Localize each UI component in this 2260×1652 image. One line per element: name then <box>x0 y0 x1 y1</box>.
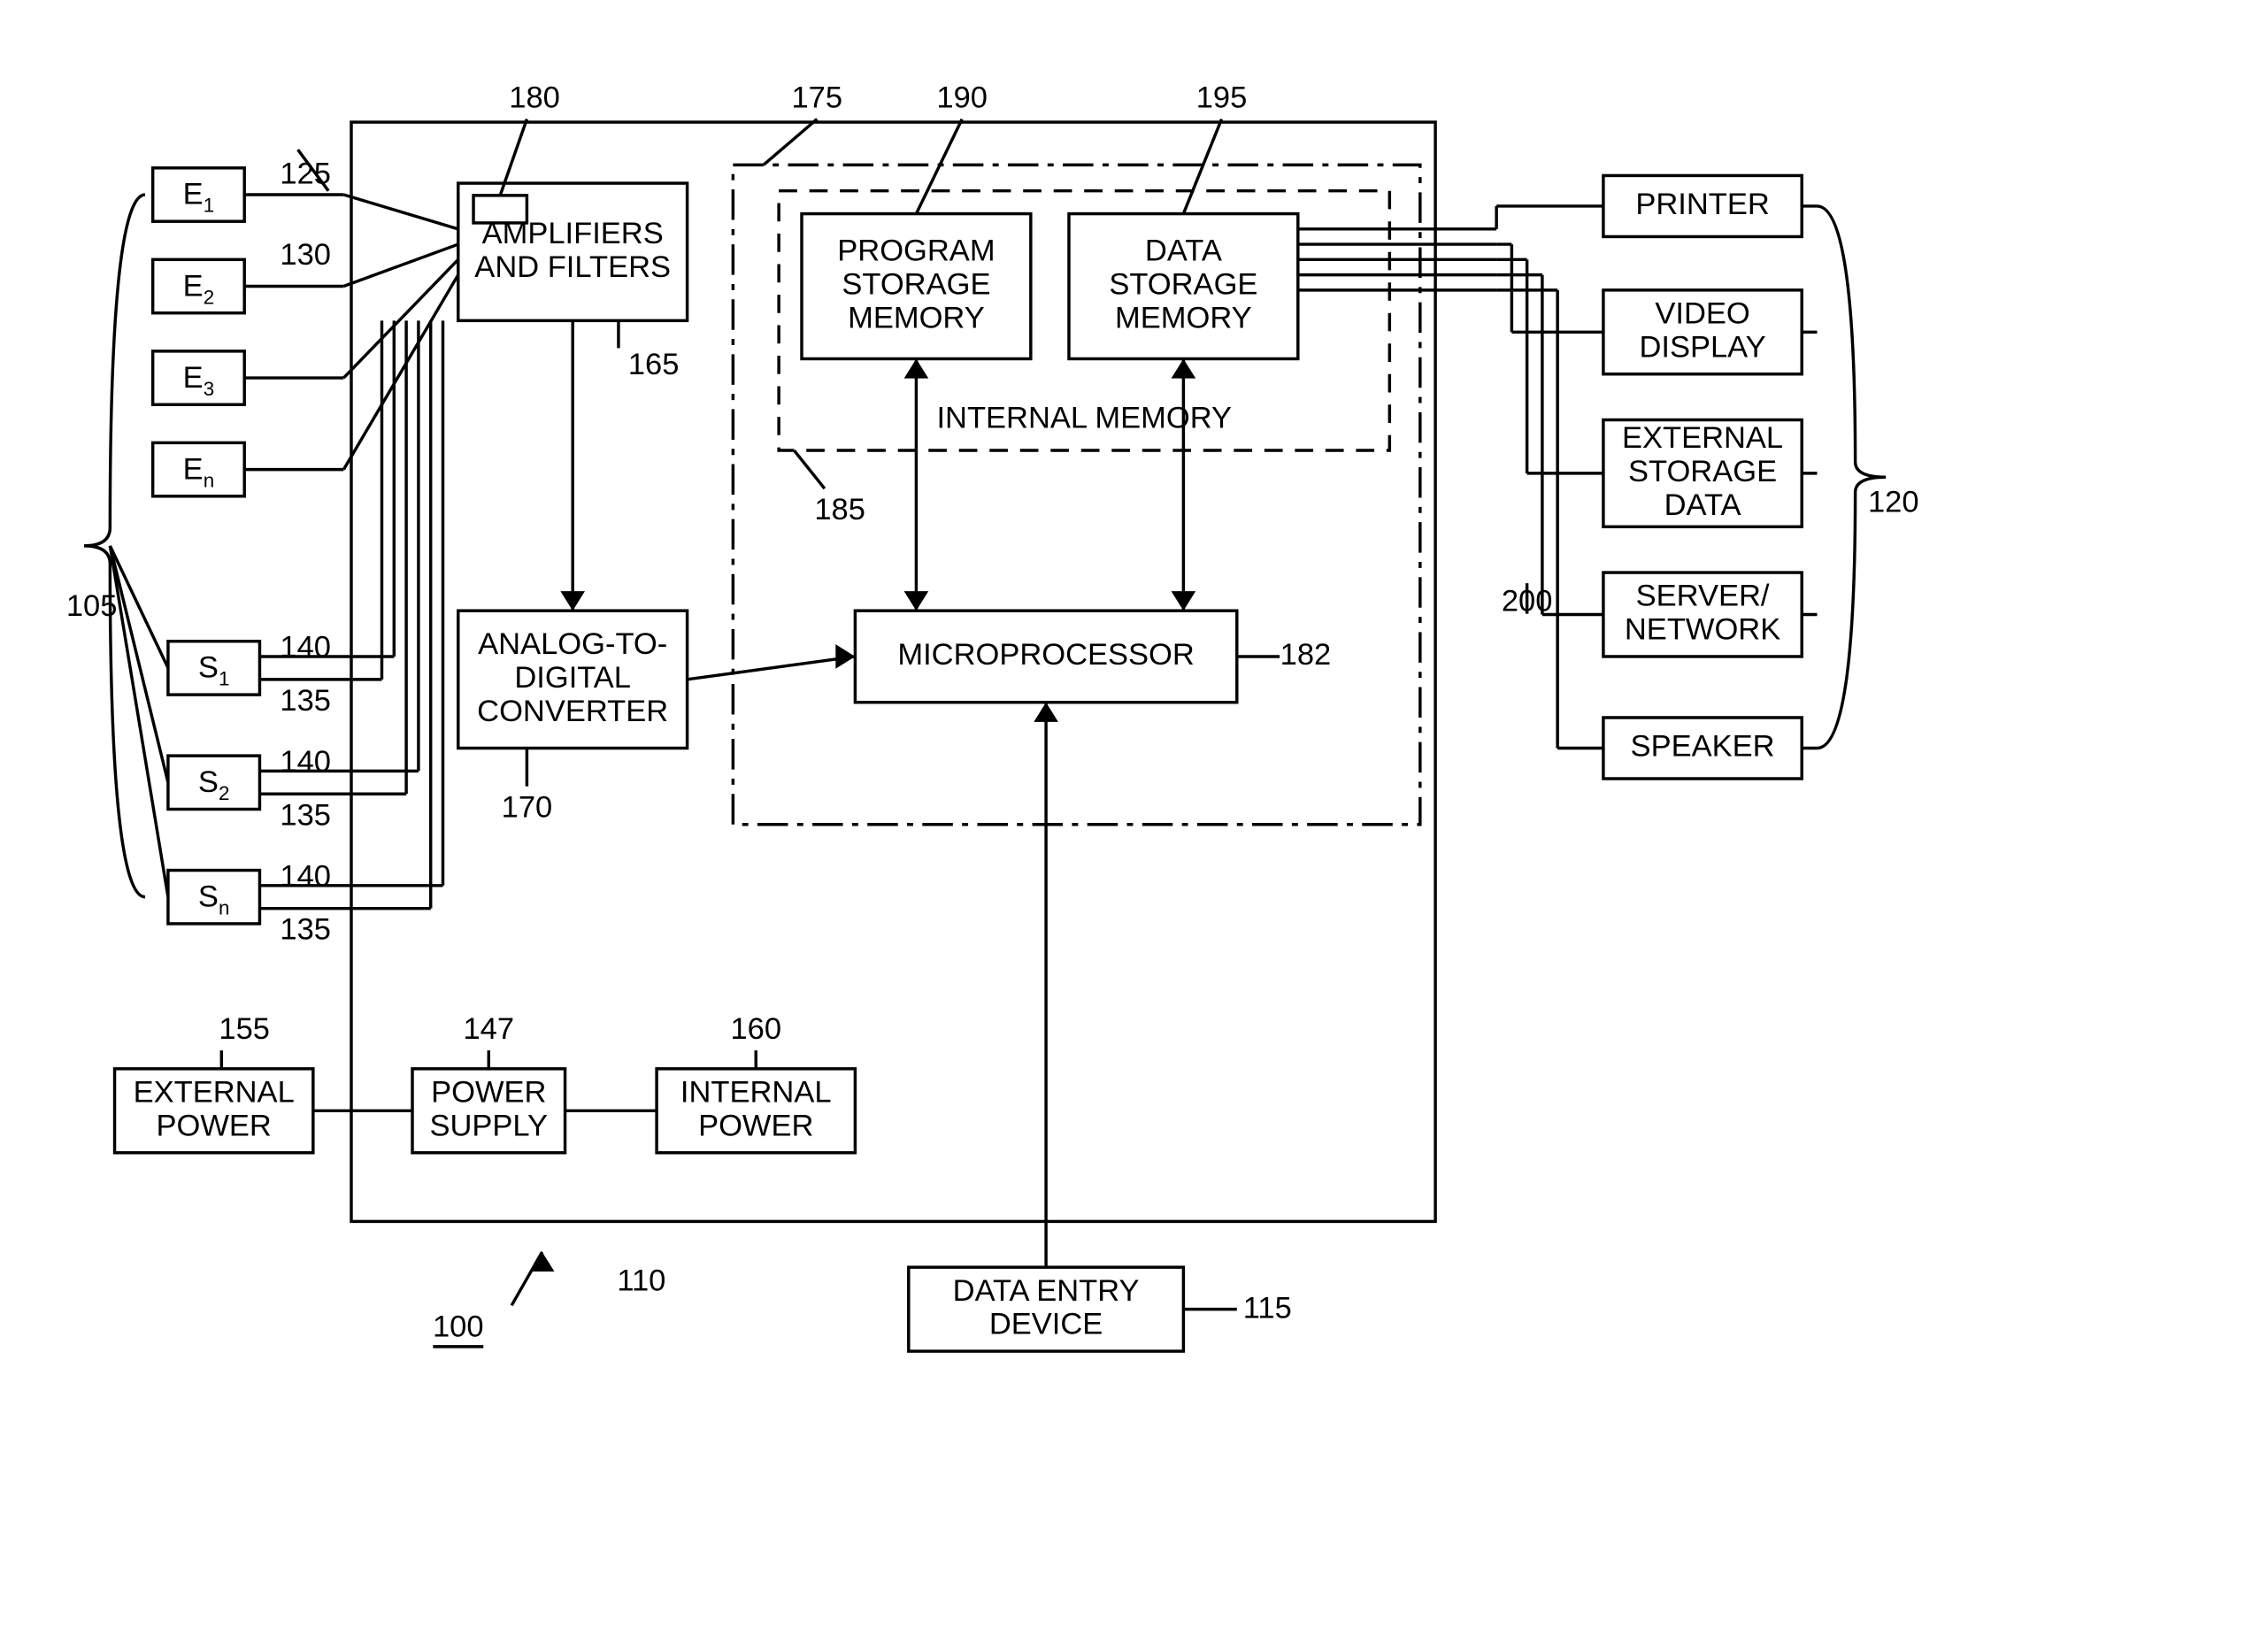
svg-text:STORAGE: STORAGE <box>1628 455 1777 488</box>
ref-165: 165 <box>628 348 680 381</box>
svg-text:POWER: POWER <box>157 1109 272 1142</box>
ref-190: 190 <box>936 81 988 114</box>
ref-140: 140 <box>280 745 331 779</box>
svg-text:PROGRAM: PROGRAM <box>837 234 995 268</box>
ref-120: 120 <box>1868 486 1919 519</box>
ref-140: 140 <box>280 630 331 664</box>
ref-125: 125 <box>280 158 331 191</box>
svg-text:MEMORY: MEMORY <box>848 302 985 335</box>
svg-text:CONVERTER: CONVERTER <box>477 695 668 728</box>
svg-text:SUPPLY: SUPPLY <box>429 1109 548 1142</box>
svg-text:STORAGE: STORAGE <box>1109 268 1257 302</box>
ref-200: 200 <box>1502 585 1553 619</box>
svg-text:DIGITAL: DIGITAL <box>514 661 631 695</box>
svg-text:DEVICE: DEVICE <box>989 1308 1103 1341</box>
svg-text:MICROPROCESSOR: MICROPROCESSOR <box>897 638 1194 672</box>
svg-text:PRINTER: PRINTER <box>1635 188 1769 221</box>
svg-text:SERVER/: SERVER/ <box>1636 580 1770 613</box>
ref-110: 110 <box>617 1264 665 1298</box>
ref-182: 182 <box>1280 638 1332 672</box>
ref-155: 155 <box>219 1012 270 1046</box>
svg-text:DISPLAY: DISPLAY <box>1639 330 1765 364</box>
svg-text:ANALOG-TO-: ANALOG-TO- <box>478 627 667 661</box>
ref-195: 195 <box>1196 81 1248 114</box>
svg-text:INTERNAL MEMORY: INTERNAL MEMORY <box>936 402 1232 435</box>
svg-text:MEMORY: MEMORY <box>1115 302 1252 335</box>
svg-text:INTERNAL: INTERNAL <box>680 1075 832 1109</box>
amp-inset <box>473 196 527 223</box>
svg-text:POWER: POWER <box>431 1075 546 1109</box>
svg-text:DATA ENTRY: DATA ENTRY <box>953 1274 1140 1308</box>
svg-text:EXTERNAL: EXTERNAL <box>134 1075 295 1109</box>
ref-175: 175 <box>791 81 842 114</box>
svg-text:POWER: POWER <box>698 1109 813 1142</box>
ref-170: 170 <box>502 791 553 825</box>
svg-text:EXTERNAL: EXTERNAL <box>1622 421 1783 455</box>
svg-text:DATA: DATA <box>1664 488 1741 522</box>
ref-180: 180 <box>509 81 560 114</box>
ref-135: 135 <box>280 913 331 947</box>
ref-135: 135 <box>280 798 331 832</box>
svg-text:NETWORK: NETWORK <box>1625 613 1780 647</box>
svg-text:VIDEO: VIDEO <box>1655 296 1749 330</box>
ref-160: 160 <box>730 1012 781 1046</box>
ref-130: 130 <box>280 238 331 272</box>
ref-115: 115 <box>1243 1292 1292 1325</box>
ref-140: 140 <box>280 859 331 893</box>
svg-text:AND FILTERS: AND FILTERS <box>474 250 671 284</box>
ref-100: 100 <box>433 1310 484 1343</box>
ref-135: 135 <box>280 684 331 718</box>
ref-185: 185 <box>814 493 865 526</box>
svg-text:STORAGE: STORAGE <box>842 268 990 302</box>
ref-147: 147 <box>464 1012 515 1046</box>
svg-text:SPEAKER: SPEAKER <box>1631 730 1775 764</box>
svg-text:DATA: DATA <box>1145 234 1222 268</box>
ref-105: 105 <box>66 589 118 623</box>
